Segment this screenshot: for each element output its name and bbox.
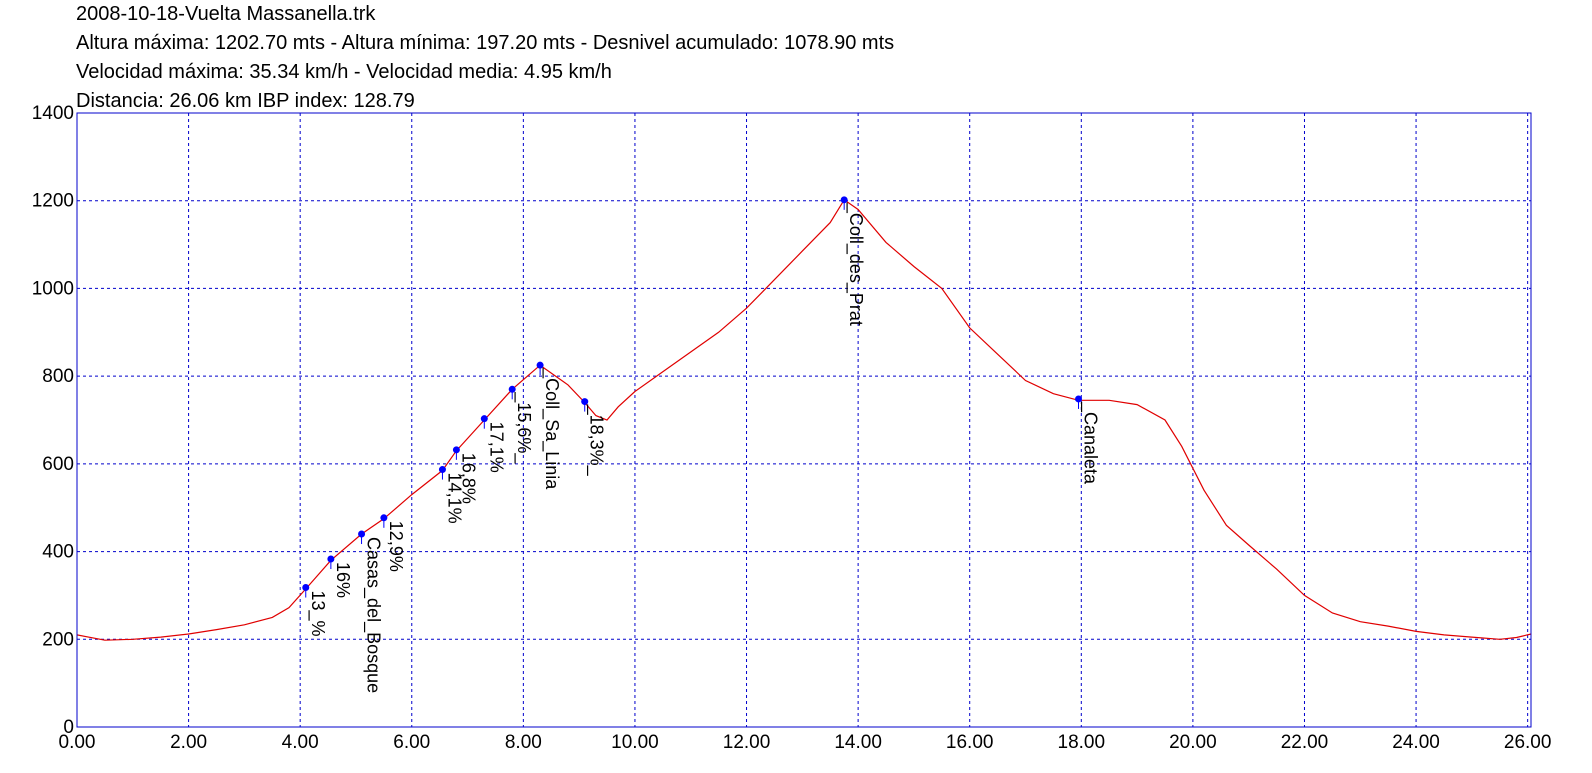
waypoint-label: Casas_del_Bosque <box>363 537 384 693</box>
y-tick-label: 0 <box>63 717 74 738</box>
altitude-summary: Altura máxima: 1202.70 mts - Altura míni… <box>76 32 895 54</box>
waypoint-marker <box>438 466 446 474</box>
waypoint-label: 16,8% <box>458 453 478 504</box>
waypoint-marker <box>302 584 310 592</box>
waypoint-marker <box>840 196 848 204</box>
waypoint-marker <box>358 530 366 538</box>
waypoint-marker <box>327 555 335 563</box>
x-tick-label: 8.00 <box>505 732 542 753</box>
plot-frame <box>76 112 1532 728</box>
waypoint-label: _18,3%_ <box>586 404 607 477</box>
waypoint-label: 17,1% <box>486 422 506 473</box>
y-tick-label: 800 <box>42 366 74 387</box>
speed-summary: Velocidad máxima: 35.34 km/h - Velocidad… <box>76 61 612 83</box>
y-tick-label: 1200 <box>32 191 74 212</box>
waypoint-label: 13_% <box>307 591 328 637</box>
x-tick-label: 12.00 <box>723 732 771 753</box>
x-tick-label: 26.00 <box>1504 732 1552 753</box>
waypoint-marker <box>480 415 488 423</box>
waypoint-label: 14,1% <box>444 473 464 524</box>
waypoint-label: _Canaleta <box>1080 401 1101 485</box>
x-tick-label: 24.00 <box>1392 732 1440 753</box>
waypoint-label: 12,9% <box>386 521 406 572</box>
distance-summary: Distancia: 26.06 km IBP index: 128.79 <box>76 90 415 112</box>
waypoint-marker <box>508 385 516 393</box>
waypoint-label: _Coll_des_Prat <box>845 202 866 326</box>
chart-grid <box>77 113 1531 727</box>
x-tick-label: 4.00 <box>282 732 319 753</box>
x-tick-label: 18.00 <box>1058 732 1106 753</box>
y-tick-label: 1400 <box>32 103 74 124</box>
track-file-title: 2008-10-18-Vuelta Massanella.trk <box>76 3 376 25</box>
x-tick-label: 0.00 <box>59 732 96 753</box>
waypoint-marker <box>452 446 460 454</box>
elevation-profile-line <box>76 198 1532 641</box>
waypoint-marker <box>536 361 544 369</box>
profile-layer <box>76 198 1532 641</box>
x-tick-label: 14.00 <box>834 732 882 753</box>
x-tick-label: 22.00 <box>1281 732 1329 753</box>
waypoint-marker <box>581 398 589 406</box>
x-tick-label: 2.00 <box>170 732 207 753</box>
waypoint-marker <box>380 514 388 522</box>
y-tick-label: 1000 <box>32 278 74 299</box>
y-axis-ticks: 0 200 400 600 800 1000 1200 1400 <box>32 103 74 738</box>
waypoint-label: _Coll_Sa_Linia <box>541 367 562 490</box>
x-tick-label: 20.00 <box>1169 732 1217 753</box>
x-tick-label: 16.00 <box>946 732 994 753</box>
waypoint-marker <box>1075 395 1083 403</box>
y-tick-label: 600 <box>42 454 74 475</box>
waypoint-label: 16% <box>333 562 353 598</box>
y-tick-label: 400 <box>42 542 74 563</box>
x-axis-ticks: 0.00 2.00 4.00 6.00 8.00 10.00 12.00 14.00 16.00… <box>59 732 1552 753</box>
x-tick-label: 10.00 <box>611 732 659 753</box>
x-tick-label: 6.00 <box>393 732 430 753</box>
waypoint-layer: 13_%16% Casas_del_Bosque 12,9% 14,1%16,8% 17… <box>302 196 1101 693</box>
y-tick-label: 200 <box>42 629 74 650</box>
waypoint-label: _15,6%_ <box>513 391 534 464</box>
